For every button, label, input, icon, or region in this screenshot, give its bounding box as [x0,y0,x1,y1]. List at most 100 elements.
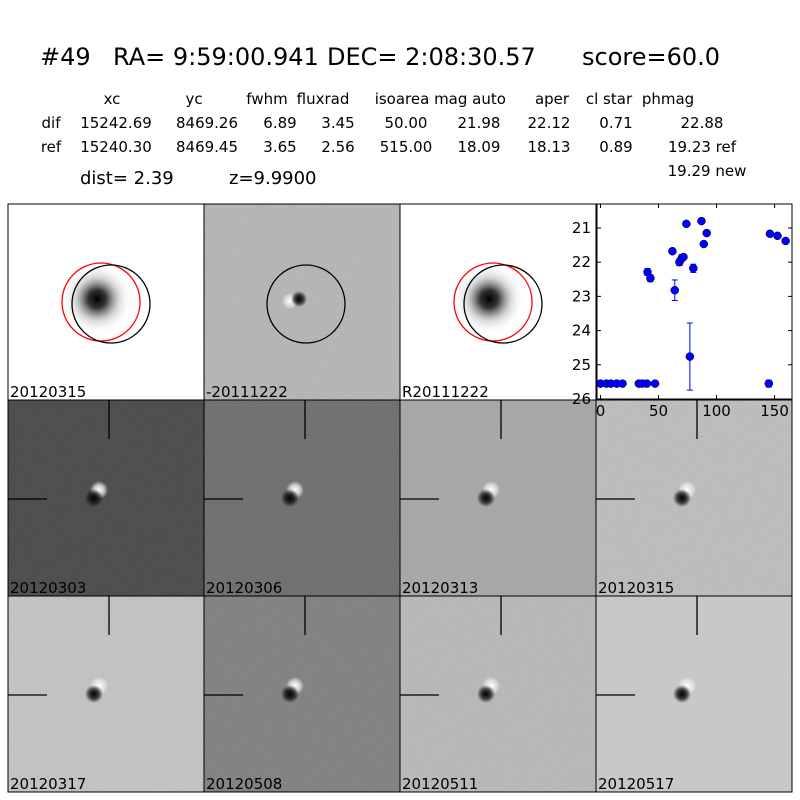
dipole-black [281,685,299,703]
dif-circle [71,264,151,344]
stamp-label: 20120313 [402,579,478,597]
data-point [618,379,627,388]
stamp: 20120511 [399,595,597,793]
column-header: xc [104,90,121,108]
column-header: cl star [586,90,633,108]
column-header: yc [185,90,202,108]
stamp-label: 20120306 [206,579,282,597]
data-point [699,239,709,249]
data-point [764,379,774,388]
data-point [679,252,688,262]
table-cell: 0.71 [599,114,632,132]
dipole-black [85,685,103,703]
stamp-label: 20120303 [10,579,86,597]
stamp: 20120306 [203,399,401,597]
stamp-noise [596,596,792,792]
column-header: aper [535,90,570,108]
table-cell: 3.45 [321,114,354,132]
data-point [642,379,652,388]
data-point [670,285,680,295]
table-cell: 18.13 [528,138,571,156]
redshift: z=9.9900 [229,168,317,189]
table-cell: 515.00 [380,138,433,156]
data-point [702,228,711,238]
data-point [697,216,706,226]
stamp: R20111222 [399,203,597,401]
stamp-noise [596,400,792,596]
stamp: 20120315 [595,399,793,597]
column-header: isoarea [375,90,430,108]
stamp-label: R20111222 [402,383,489,401]
data-point [650,379,660,388]
stamp-label: 20120315 [598,579,674,597]
data-point [668,246,677,256]
stamp-noise [8,596,204,792]
dipole-black [291,291,307,307]
data-point [781,236,790,246]
data-point [689,264,698,273]
stamp-noise [204,400,400,596]
column-header: mag auto [434,90,506,108]
table-cell: 18.09 [458,138,501,156]
table-cell: 15240.30 [80,138,152,156]
dist: dist= 2.39 [80,168,174,189]
dipole-black [673,685,691,703]
data-point [682,219,691,229]
data-point [773,231,782,241]
table-cell: 15242.69 [80,114,152,132]
table-cell: 22.12 [528,114,571,132]
stamp-label: 20120315 [10,383,86,401]
table-cell: 6.89 [263,114,296,132]
table-cell: 8469.26 [176,114,238,132]
candidate-id: #49 [40,43,91,71]
table-cell: 22.88 [681,114,724,132]
column-header: fluxrad [297,90,350,108]
dipole-black [85,489,103,507]
stamp-noise [204,596,400,792]
phmag-new: 19.29 new [668,162,747,180]
score: score=60.0 [582,43,720,71]
stamp: -20111222 [203,203,401,401]
stamp: 20120508 [203,595,401,793]
table-cell: 8469.45 [176,138,238,156]
dipole-black [281,489,299,507]
stamp: 20120317 [7,595,205,793]
plot-area [596,203,793,400]
dipole-black [477,489,495,507]
dif-circle [266,264,346,344]
table-cell: 3.65 [263,138,296,156]
stamp-noise [8,400,204,596]
y-tick-label: 26 [572,390,591,408]
stamp-border [595,595,793,793]
table-cell: 0.89 [599,138,632,156]
table-cell: 2.56 [321,138,354,156]
y-tick-label: 23 [572,287,591,305]
column-header: phmag [642,90,694,108]
stamp-noise [400,596,596,792]
y-tick-label: 25 [572,356,591,374]
ra: RA= 9:59:00.941 [113,43,319,71]
column-header: fwhm [246,90,287,108]
stamp: 20120517 [595,595,793,793]
table-cell: dif [42,114,62,132]
stamp-label: 20120511 [402,775,478,793]
data-point [685,352,695,361]
dec: DEC= 2:08:30.57 [327,43,536,71]
stamp-noise [400,400,596,596]
dipole-black [673,489,691,507]
table-cell: 19.23 ref [668,138,737,156]
stamp-label: -20111222 [206,383,288,401]
x-tick-label: 50 [649,402,668,420]
x-tick-label: 150 [760,402,789,420]
y-tick-label: 21 [572,219,591,237]
data-point [646,273,655,283]
dipole-black [477,685,495,703]
y-tick-label: 22 [572,253,591,271]
ref-circle [61,262,141,342]
ref-circle [453,262,533,342]
x-tick-label: 100 [702,402,731,420]
x-tick-label: 0 [596,402,606,420]
y-tick-label: 24 [572,322,591,340]
